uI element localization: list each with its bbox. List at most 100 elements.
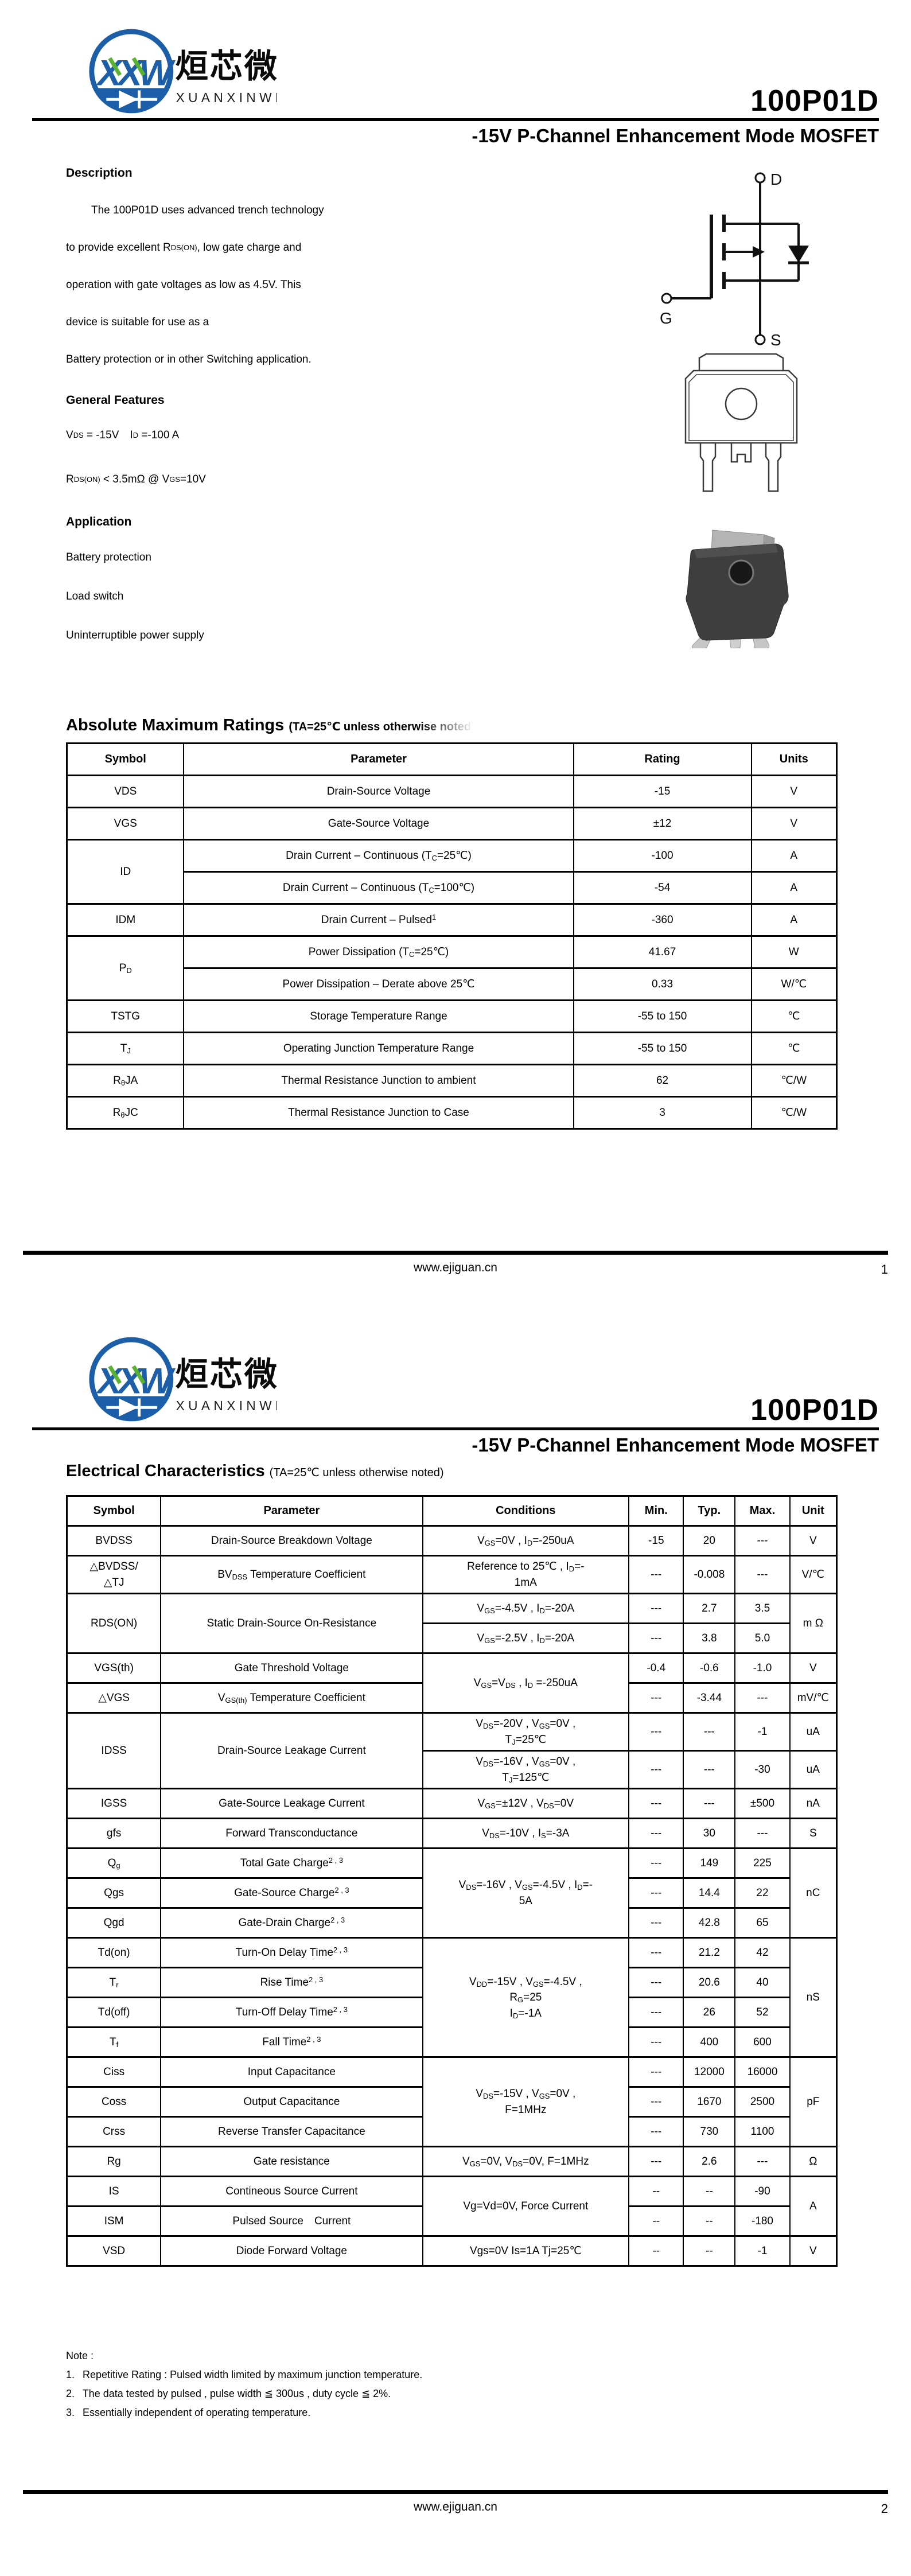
footer-rule [23,1251,888,1255]
page-1: XXW 烜芯微 XUANXINWEI 100P01D -15V P-Channe… [23,29,888,1277]
table-cell: RθJC [66,1096,185,1130]
body-arrow [753,246,765,258]
table-row: PD Power Dissipation (TC=25℃) 41.67 W [66,935,838,1001]
amr-heading: Absolute Maximum Ratings (TA=25℃ unless … [66,716,475,734]
package-lead [699,443,717,492]
column-header: Units [750,742,838,776]
mosfet-symbol-diagram: D G S [660,170,809,349]
brand-logo: XXW 烜芯微 XUANXINWEI [89,29,277,114]
table-cell: Thermal Resistance Junction to ambient [183,1064,574,1098]
gate-terminal [661,293,672,304]
description-paragraph: The 100P01D uses advanced trench technol… [66,192,468,378]
feature-line: R DS(ON) < 3.5mΩ @ V GS =10V [66,473,206,485]
table-cell: W/℃ [750,967,838,1001]
package-lead [765,443,782,492]
drain-terminal [754,172,766,184]
table-cell: Drain Current – Continuous (TC=25℃) [183,839,574,873]
page-number: 1 [881,1262,888,1277]
logo-diode-triangle [119,90,138,109]
brand-name-cn: 烜芯微 [176,48,277,85]
header-rule [32,118,879,121]
column-header: Rating [573,742,752,776]
table-cell: A [750,839,838,873]
table-cell: Gate-Source Voltage [183,807,574,840]
column-header: Symbol [66,742,185,776]
absolute-maximum-ratings-table: Symbol Parameter Rating Units VDS Drain-Sourc… [66,742,838,1130]
table-cell: -55 to 150 [573,1032,752,1065]
table-cell: 3 [573,1096,752,1130]
table-cell: VGS [66,807,185,840]
table-cell: V [750,807,838,840]
table-cell: -55 to 150 [573,999,752,1033]
description-line: to provide excellent R DS(ON), low gate c… [66,241,302,254]
mounting-hole [725,387,758,421]
amr-heading-note: (TA=25℃ unless otherwise noted) [289,721,475,733]
table-cell: Power Dissipation (TC=25℃) [183,935,574,969]
table-cell: 62 [573,1064,752,1098]
table-cell: V [750,775,838,808]
table-row: Power Dissipation – Derate above 25℃ 0.33… [67,967,838,1001]
general-features-heading: General Features [66,394,165,407]
table-cell: -100 [573,839,752,873]
table-cell: Storage Temperature Range [183,999,574,1033]
table-row: ID Drain Current – Continuous (TC=25℃) -10… [66,839,838,905]
table-cell: Drain-Source Voltage [183,775,574,808]
table-cell: TSTG [66,999,185,1033]
table-cell: A [750,871,838,905]
application-line: Battery protection [66,551,151,563]
table-cell: 41.67 [573,935,752,969]
table-row: IDM Drain Current – Pulsed1 -360 A [66,903,838,937]
drain-label: D [770,170,782,188]
table-cell: -54 [573,871,752,905]
table-cell: VDS [66,775,185,808]
source-terminal [754,334,766,345]
application-line: Uninterruptible power supply [66,629,204,641]
brand-name-en: XUANXINWEI [176,90,277,105]
table-row: RθJA Thermal Resistance Junction to ambie… [66,1064,838,1098]
table-cell: Drain Current – Continuous (TC=100℃) [183,871,574,905]
table-cell: -360 [573,903,752,937]
column-header: Parameter [183,742,574,776]
table-row: TSTG Storage Temperature Range -55 to 150 ℃ [66,999,838,1033]
table-cell: IDM [66,903,185,937]
logo-green-accent [131,57,146,76]
table-cell: TJ [66,1032,185,1065]
logo-green-accent [108,57,122,76]
table-row: Drain Current – Continuous (TC=100℃) -54 A [67,871,838,905]
package-body [686,543,789,641]
table-cell: RθJA [66,1064,185,1098]
description-heading: Description [66,166,133,180]
table-cell: ℃ [750,999,838,1033]
table-cell: Power Dissipation – Derate above 25℃ [183,967,574,1001]
package-outline-drawing [684,353,798,492]
table-cell: Thermal Resistance Junction to Case [183,1096,574,1130]
absolute-maximum-ratings-table: Symbol Parameter Rating Units VDS Drain-Sourc… [66,742,838,1130]
description-line: device is suitable for use as a [66,316,209,328]
page-2 [0,1314,911,2576]
table-cell: W [750,935,838,969]
table-cell: ℃/W [750,1096,838,1130]
table-cell: Drain Current – Pulsed1 [183,903,574,937]
table-row: VDS Drain-Source Voltage -15 V [66,775,838,808]
table-cell: ±12 [573,807,752,840]
gate-label: G [660,309,672,327]
application-list: Battery protection Load switch Uninterrupt… [66,538,468,655]
table-row: TJ Operating Junction Temperature Range -5… [66,1032,838,1065]
table-cell: ℃/W [750,1064,838,1098]
table-row: VGS Gate-Source Voltage ±12 V [66,807,838,840]
description-line: operation with gate voltages as low as 4… [66,278,301,291]
package-hole [728,559,754,586]
table-cell: Operating Junction Temperature Range [183,1032,574,1065]
package-photo [686,530,789,648]
table-cell: PD [66,935,185,1001]
subtitle: -15V P-Channel Enhancement Mode MOSFET [472,125,879,146]
table-cell: ℃ [750,1032,838,1065]
header-row: Symbol Parameter Rating Units [66,742,838,776]
source-label: S [770,331,781,349]
application-heading: Application [66,515,132,528]
table-cell: ID [66,839,185,905]
table-cell: A [750,903,838,937]
footer-site: www.ejiguan.cn [414,1261,497,1274]
